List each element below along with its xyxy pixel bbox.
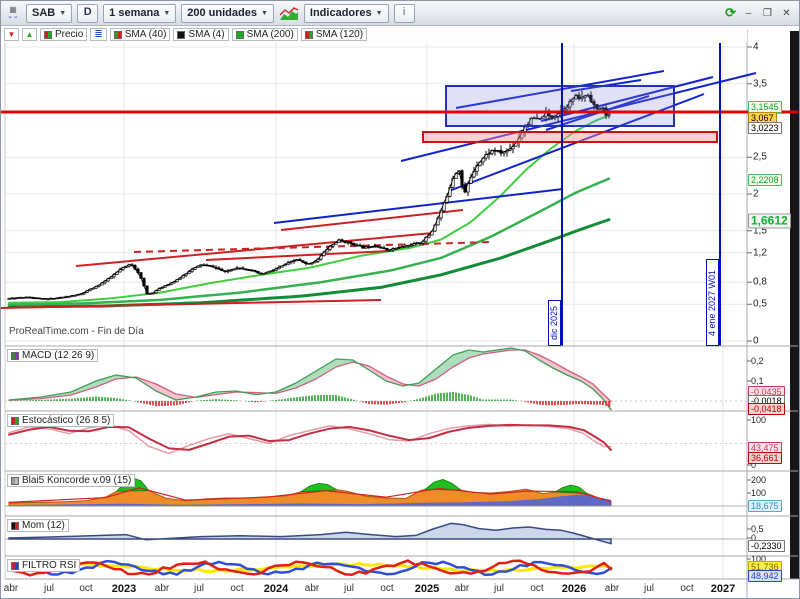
indicator-icon <box>11 416 19 425</box>
sma-legend-label: SMA (40) <box>124 29 167 40</box>
sma-legend-chip[interactable]: SMA (120) <box>300 28 368 41</box>
indicator-label-mom[interactable]: Mom (12) <box>7 519 69 532</box>
indicator-label-stoch[interactable]: Estocástico (26 8 5) <box>7 414 115 427</box>
workspace-icon[interactable]: ▦ ⌄⌄ <box>7 5 19 21</box>
sma-legend-label: SMA (4) <box>188 29 225 40</box>
close-button[interactable]: ✕ <box>782 7 791 19</box>
alert-up-button[interactable]: ▲ <box>22 28 37 41</box>
indicator-label-macd[interactable]: MACD (12 26 9) <box>7 349 99 362</box>
indicator-label-rsi[interactable]: FILTRO RSI <box>7 559 81 572</box>
sma-legend-chip[interactable]: SMA (200) <box>231 28 298 41</box>
koncorde-avg-line <box>8 487 612 503</box>
blue-trendline <box>400 72 757 162</box>
red-trendline <box>1 299 382 309</box>
chart-toolbar: ▦ ⌄⌄ SAB ▼ D 1 semana ▼ 200 unidades ▼ I… <box>1 1 799 26</box>
macd-band <box>336 359 353 367</box>
indicators-label: Indicadores <box>309 7 372 19</box>
window-controls: ⟳ – ❐ ✕ <box>725 5 795 21</box>
right-edge-panel <box>790 31 799 579</box>
macd-band <box>156 384 176 400</box>
red-trendline <box>205 250 390 261</box>
macd-band <box>369 366 386 381</box>
red-range-box <box>422 131 718 143</box>
blue-range-box <box>445 85 675 127</box>
symbol-label: SAB <box>32 7 56 19</box>
chevron-down-icon: ▼ <box>260 9 268 17</box>
macd-band <box>316 359 336 379</box>
mom-area <box>8 522 612 545</box>
indicators-dropdown[interactable]: Indicadores ▼ <box>303 3 389 23</box>
sma-legend-label: SMA (200) <box>246 29 294 40</box>
sma-legend-label: SMA (120) <box>315 29 364 40</box>
period-daily-button[interactable]: D <box>77 3 99 23</box>
sma-series-icon <box>177 30 186 39</box>
indicator-label-text: FILTRO RSI <box>22 560 77 571</box>
price-legend-bar: ▼ ▲ Precio ≣ SMA (40) SMA (4) SMA (200) SMA… <box>1 27 747 42</box>
info-button[interactable]: i <box>393 3 415 23</box>
stoch-d-line <box>8 423 612 452</box>
sma4-line <box>8 94 610 300</box>
macd-band <box>539 355 553 368</box>
indicator-label-text: Estocástico (26 8 5) <box>22 415 111 426</box>
indicator-icon <box>11 561 19 570</box>
indicator-label-text: MACD (12 26 9) <box>22 350 95 361</box>
sma-curve <box>7 177 611 306</box>
macd-band <box>71 381 96 395</box>
indicator-icon <box>11 476 19 485</box>
koncorde-blue-mountain <box>9 494 611 506</box>
list-options-chip[interactable]: ≣ <box>90 28 107 41</box>
macd-band <box>567 370 581 381</box>
red-trendline <box>280 209 464 231</box>
refresh-icon[interactable]: ⟳ <box>725 5 736 20</box>
indicator-label-text: Mom (12) <box>22 520 65 531</box>
macd-band <box>96 375 116 387</box>
indicator-label-text: Blai5 Koncorde v.09 (15) <box>22 475 132 486</box>
chart-type-icon[interactable] <box>279 6 299 21</box>
macd-band <box>593 384 602 398</box>
koncorde-green-mountain <box>299 482 339 493</box>
macd-band <box>553 362 567 375</box>
alert-down-button[interactable]: ▼ <box>4 28 19 41</box>
timeframe-label: 1 semana <box>109 7 160 19</box>
minimize-button[interactable]: – <box>745 7 752 19</box>
sma-legend-chip[interactable]: SMA (40) <box>109 28 171 41</box>
maximize-button[interactable]: ❐ <box>763 7 772 19</box>
macd-band <box>581 377 593 389</box>
price-legend-label: Precio <box>55 29 84 40</box>
sma-curve <box>8 114 610 304</box>
symbol-dropdown[interactable]: SAB ▼ <box>26 3 73 23</box>
units-label: 200 unidades <box>187 7 257 19</box>
price-legend-chip[interactable]: Precio <box>40 28 88 41</box>
sma-legend-chip[interactable]: SMA (4) <box>173 28 229 41</box>
chevron-down-icon: ▼ <box>163 9 171 17</box>
macd-line <box>8 347 612 411</box>
indicator-icon <box>11 351 19 360</box>
indicator-icon <box>11 521 19 530</box>
chevron-down-icon: ▼ <box>59 9 67 17</box>
indicator-label-koncorde[interactable]: Blai5 Koncorde v.09 (15) <box>7 474 136 487</box>
macd-band <box>436 355 453 379</box>
koncorde-green-mountain <box>553 484 589 495</box>
rsi-filter-line-red <box>7 559 613 577</box>
sma-series-icon <box>304 30 313 39</box>
sma-legend-chips: SMA (40) SMA (4) SMA (200) SMA (120) <box>109 28 368 41</box>
blue-trendline <box>455 70 665 109</box>
units-dropdown[interactable]: 200 unidades ▼ <box>181 3 274 23</box>
macd-band <box>296 371 316 388</box>
blue-trendline <box>273 188 564 224</box>
price-series-icon <box>44 30 52 39</box>
chevron-down-icon: ▼ <box>375 9 383 17</box>
sma-series-icon <box>113 30 122 39</box>
timeframe-dropdown[interactable]: 1 semana ▼ <box>103 3 177 23</box>
macd-signal-line <box>8 349 612 403</box>
blue-trendline <box>540 76 714 122</box>
sma-series-icon <box>235 30 244 39</box>
